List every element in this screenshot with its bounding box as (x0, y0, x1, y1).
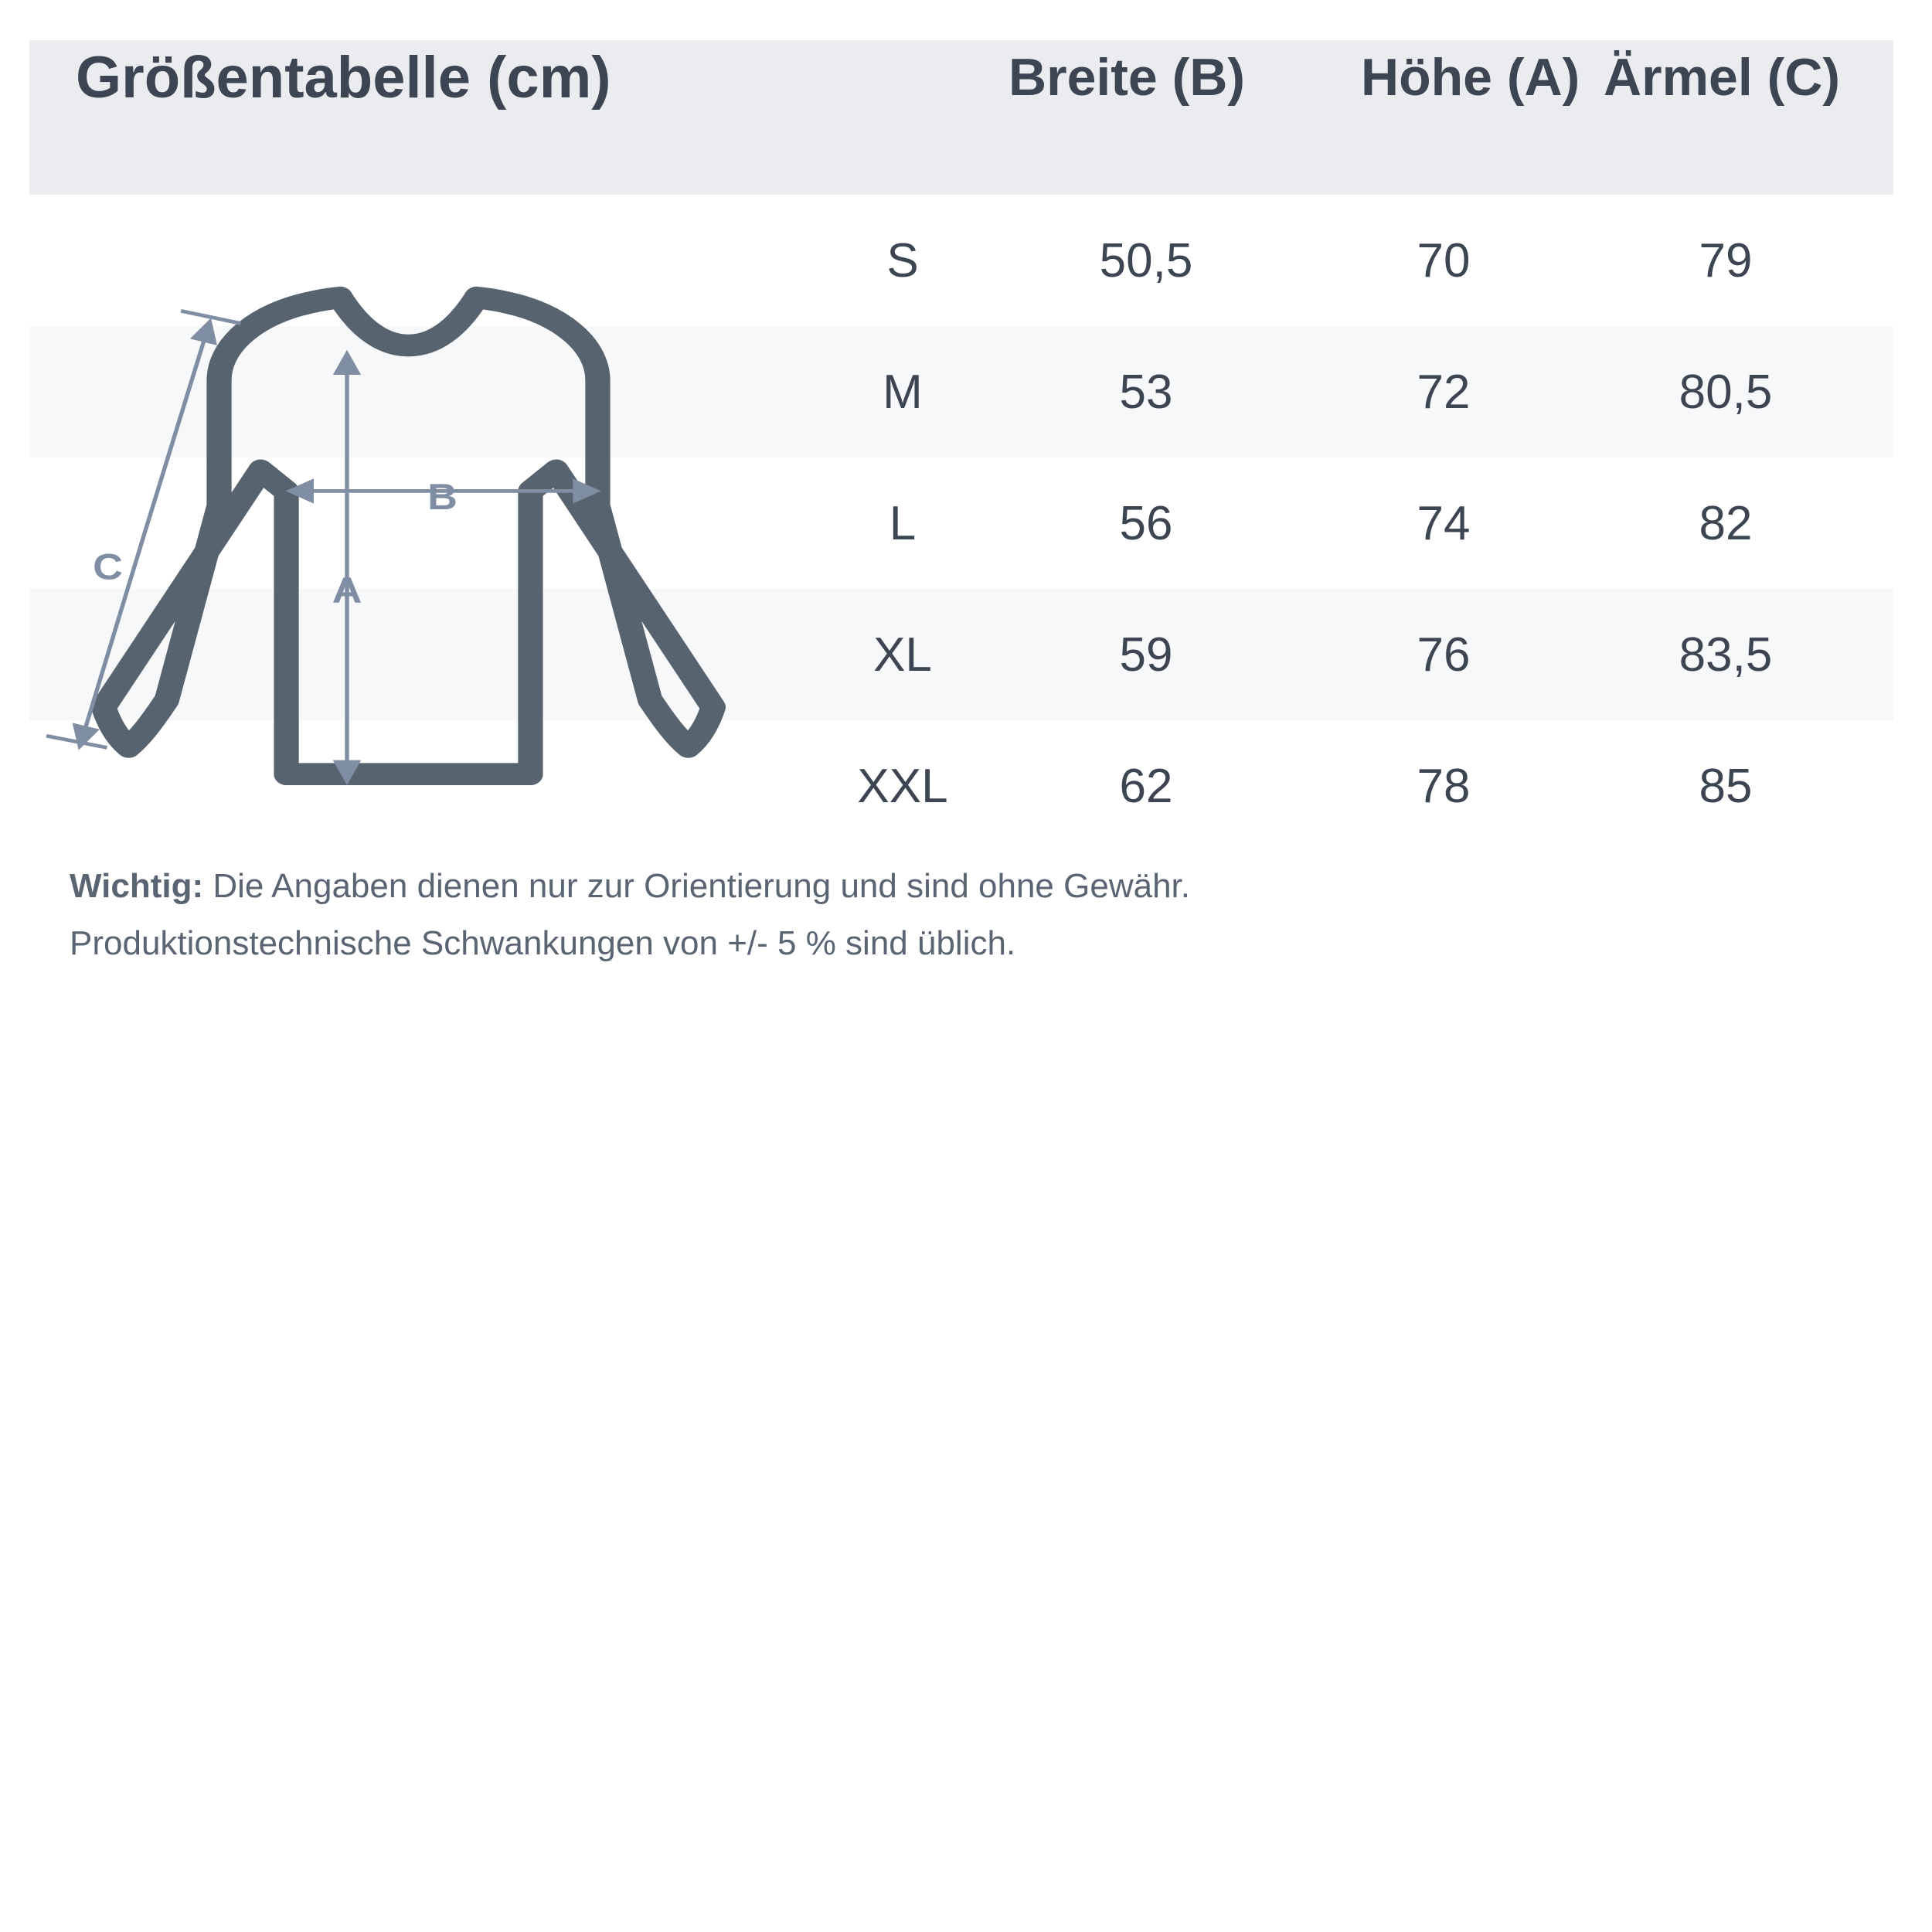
svg-text:C: C (93, 546, 123, 587)
svg-text:A: A (332, 570, 362, 611)
svg-text:B: B (427, 476, 457, 517)
